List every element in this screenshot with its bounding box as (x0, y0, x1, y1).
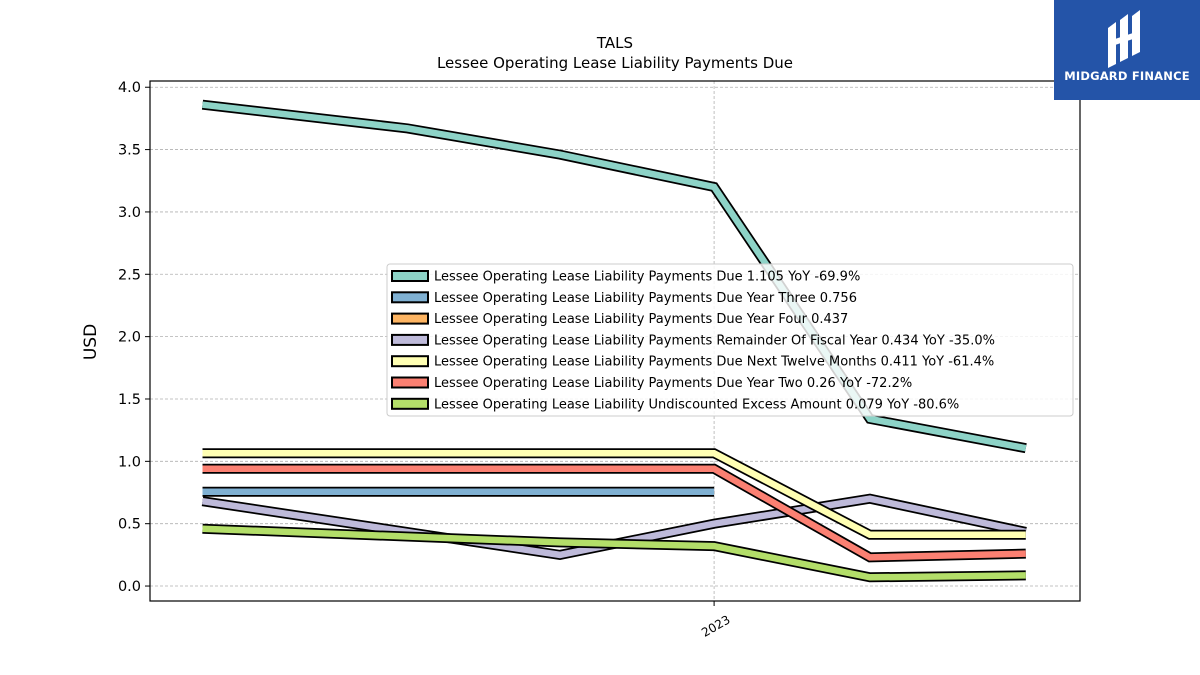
series-line-fill (202, 465, 1026, 561)
brand-logo: MIDGARD FINANCE (1054, 0, 1200, 100)
series-line (202, 448, 1026, 540)
brand-name: MIDGARD FINANCE (1064, 69, 1190, 83)
series-line (202, 523, 1026, 583)
x-tick-label: 2023 (699, 612, 732, 639)
plot-frame (149, 80, 1081, 602)
legend-entry: Lessee Operating Lease Liability Payment… (434, 312, 848, 327)
legend-swatch (391, 333, 429, 346)
series-layer (201, 99, 1027, 583)
legend-entry: Lessee Operating Lease Liability Payment… (434, 270, 860, 285)
y-tick-label: 1.0 (118, 454, 141, 470)
legend-box (386, 263, 1074, 417)
logo-mark-icon (1108, 10, 1140, 68)
legend-swatch (391, 397, 429, 410)
legend-swatch (391, 355, 429, 368)
y-tick-label: 1.5 (118, 392, 141, 408)
series-line (202, 463, 1026, 563)
legend-entry: Lessee Operating Lease Liability Payment… (434, 376, 912, 391)
y-tick-label: 0.0 (118, 579, 141, 595)
y-tick-label: 4.0 (118, 80, 141, 96)
series-line-fill (202, 449, 1026, 539)
series-line-fill (202, 101, 1027, 452)
y-tick-label: 0.5 (118, 517, 141, 533)
y-axis-label: USD (81, 324, 101, 360)
legend-entry: Lessee Operating Lease Liability Payment… (434, 333, 995, 348)
legend-entry: Lessee Operating Lease Liability Undisco… (434, 397, 959, 412)
y-tick-label: 3.0 (118, 205, 141, 221)
series-line (201, 99, 1027, 454)
legend-entry: Lessee Operating Lease Liability Payment… (434, 291, 857, 306)
legend-entry: Lessee Operating Lease Liability Payment… (434, 355, 994, 370)
legend-swatch (391, 291, 429, 304)
legend-swatch (391, 312, 429, 325)
series-line-fill (202, 525, 1026, 581)
legend-swatch (391, 376, 429, 389)
axis-ticks: 0.0 0.5 1.0 1.5 2.0 2.5 3.0 3.5 4.0 2023 (118, 80, 733, 640)
y-tick-label: 3.5 (118, 143, 141, 159)
y-tick-label: 2.5 (118, 267, 141, 283)
legend-swatch (391, 270, 429, 282)
chart-title: TALS (596, 34, 633, 52)
legend: Lessee Operating Lease Liability Payment… (386, 263, 1074, 417)
chart-subtitle: Lessee Operating Lease Liability Payment… (437, 54, 793, 72)
y-tick-label: 2.0 (118, 330, 141, 346)
